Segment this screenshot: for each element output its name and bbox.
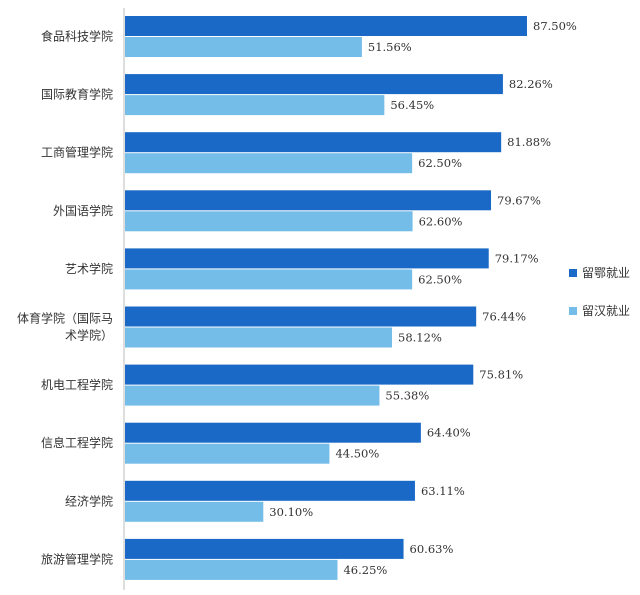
bar-value-label: 44.50% xyxy=(335,447,379,461)
bar xyxy=(125,190,492,211)
legend-swatch xyxy=(569,269,577,277)
category-label-line: 艺术学院 xyxy=(65,261,113,276)
bar xyxy=(125,74,503,95)
category-label-line: 旅游管理学院 xyxy=(41,551,113,566)
legend-swatch xyxy=(569,307,577,315)
category-label-line: 食品科技学院 xyxy=(41,29,113,44)
bar xyxy=(125,422,421,443)
bar xyxy=(125,269,413,290)
bar xyxy=(125,480,415,501)
bar-value-label: 62.50% xyxy=(418,272,462,286)
bar xyxy=(125,16,527,36)
bar xyxy=(125,559,338,580)
bar-value-label: 63.11% xyxy=(421,484,465,498)
bar-value-label: 62.50% xyxy=(418,156,462,170)
legend-label: 留汉就业 xyxy=(582,304,630,318)
category-label-line: 国际教育学院 xyxy=(41,87,113,102)
category-label: 体育学院（国际马术学院） xyxy=(17,311,113,343)
bar-value-label: 60.63% xyxy=(410,542,454,556)
legend-label: 留鄂就业 xyxy=(582,266,630,280)
category-label: 食品科技学院 xyxy=(41,29,113,44)
category-label-line: 外国语学院 xyxy=(53,203,113,218)
category-label: 外国语学院 xyxy=(53,203,113,218)
bar-value-label: 79.17% xyxy=(495,251,539,265)
bar xyxy=(125,211,413,232)
bar xyxy=(125,37,362,57)
bar xyxy=(125,327,393,348)
bar-value-label: 62.60% xyxy=(419,214,463,228)
bar xyxy=(125,95,385,116)
bar-value-label: 56.45% xyxy=(390,98,434,112)
bars-group: 87.50% 51.56% 82.26% 56.45% 81.88% 62.50% 79.6… xyxy=(125,16,577,580)
bar-value-label: 76.44% xyxy=(482,310,526,324)
category-label: 机电工程学院 xyxy=(41,377,113,392)
category-label: 艺术学院 xyxy=(65,261,113,276)
category-label: 信息工程学院 xyxy=(41,435,113,450)
bar xyxy=(125,306,477,327)
bar-value-label: 75.81% xyxy=(479,368,523,382)
bar-value-label: 58.12% xyxy=(398,331,442,345)
bar xyxy=(125,364,474,385)
category-label-line: 工商管理学院 xyxy=(41,145,113,160)
category-label: 工商管理学院 xyxy=(41,145,113,160)
category-label: 国际教育学院 xyxy=(41,87,113,102)
bar xyxy=(125,153,413,174)
bar-value-label: 55.38% xyxy=(385,389,429,403)
bar-value-label: 46.25% xyxy=(343,563,387,577)
category-label-line: 术学院） xyxy=(65,328,113,343)
bar-value-label: 81.88% xyxy=(507,135,551,149)
bar-value-label: 79.67% xyxy=(497,193,541,207)
bar xyxy=(125,132,502,153)
category-label: 旅游管理学院 xyxy=(41,551,113,566)
category-label-line: 经济学院 xyxy=(65,493,113,508)
bar-value-label: 82.26% xyxy=(509,77,553,91)
category-label-line: 机电工程学院 xyxy=(41,377,113,392)
bar-value-label: 30.10% xyxy=(269,505,313,519)
bar-value-label: 87.50% xyxy=(533,19,577,33)
bar-value-label: 51.56% xyxy=(368,40,412,54)
category-label-line: 信息工程学院 xyxy=(41,435,113,450)
bar xyxy=(125,501,264,522)
bar-value-label: 64.40% xyxy=(427,426,471,440)
bar xyxy=(125,443,330,464)
category-label-line: 体育学院（国际马 xyxy=(17,311,113,326)
bar xyxy=(125,385,380,406)
bar xyxy=(125,248,489,269)
category-label: 经济学院 xyxy=(65,493,113,508)
bar xyxy=(125,538,404,559)
